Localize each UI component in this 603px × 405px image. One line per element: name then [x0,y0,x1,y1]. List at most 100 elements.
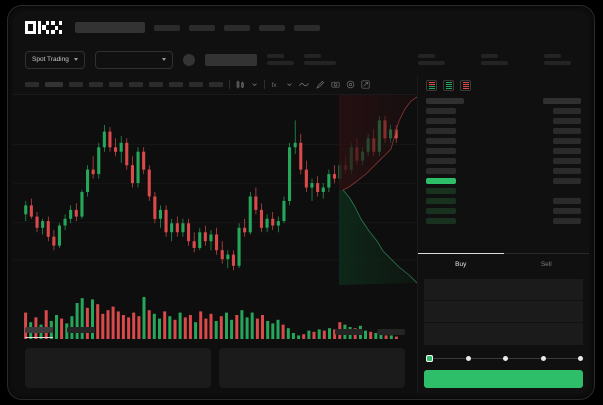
nav-link-more[interactable] [294,24,320,31]
orderbook-row-left[interactable] [426,198,456,204]
market-stat-4 [481,54,508,65]
orderbook-row-right[interactable] [553,158,581,164]
logo-glyph-k [38,21,49,34]
interval-button-more[interactable] [209,82,223,87]
interval-button-5m[interactable] [45,82,63,87]
chevron-down-icon[interactable] [286,81,293,88]
orderbook-mode-asks[interactable] [460,80,471,91]
orderbook-row-right[interactable] [543,98,581,104]
orderbook-row-left[interactable] [426,98,464,104]
indicators-icon[interactable]: fx [271,80,280,89]
interval-button-30m[interactable] [89,82,103,87]
slider-mark-75[interactable] [540,355,546,361]
candlestick-chart[interactable] [13,95,417,285]
tab-buy[interactable]: Buy [418,253,504,275]
orderbook-row-left[interactable] [426,158,456,164]
orderbook-row-right[interactable] [553,178,581,184]
orderbook-row-right[interactable] [553,168,581,174]
okx-trading-app: Spot Trading [13,11,589,394]
orderbook-row-left[interactable] [426,168,456,174]
orderbook-row-left[interactable] [426,148,456,154]
total-field[interactable] [424,323,583,345]
orderbook-row-right[interactable] [553,208,581,214]
orderbook-trade-rail: Buy Sell [418,75,589,394]
candlestick-icon[interactable] [236,80,245,89]
market-stat-value [481,61,508,65]
market-stat-value [418,61,445,65]
spot-trading-dropdown[interactable]: Spot Trading [25,50,85,69]
nav-link-derivatives[interactable] [224,24,250,31]
slider-mark-50[interactable] [503,355,508,361]
trade-order-form [424,279,583,345]
orderbook-row-left[interactable] [426,138,456,144]
interval-button-15m[interactable] [69,82,83,87]
interval-button-1w[interactable] [169,82,183,87]
amount-field[interactable] [424,301,583,323]
chevron-down-icon[interactable] [251,81,258,88]
bottom-tab-order-history[interactable] [67,326,95,338]
price-field[interactable] [424,279,583,301]
interval-button-1M[interactable] [189,82,203,87]
bottom-tab-open-orders[interactable] [25,326,53,338]
orderbook-row-right[interactable] [553,218,581,224]
orderbook-mode-bids[interactable] [443,80,454,91]
orderbook-row-left[interactable] [426,188,456,194]
orderbook-row-left[interactable] [426,218,456,224]
bottom-tab-label [67,326,95,333]
orderbook-row-right[interactable] [553,118,581,124]
fullscreen-icon[interactable] [361,80,370,89]
logo-glyph-x [51,21,62,34]
slider-handle[interactable] [426,354,433,362]
nav-link-earn[interactable] [259,24,285,31]
orderbook-row-right[interactable] [553,148,581,154]
bottom-action-cancel-all[interactable] [377,329,405,335]
interval-button-1h[interactable] [109,82,123,87]
buy-submit-button[interactable] [424,370,583,388]
orderbook-row-right[interactable] [553,198,581,204]
camera-icon[interactable] [331,80,340,89]
orderbook-row-right[interactable] [553,188,581,194]
orderbook-row-left[interactable] [426,178,456,184]
orderbook-row-left[interactable] [426,208,456,214]
market-stat-label [266,54,284,58]
nav-link-markets[interactable] [154,24,180,31]
orderbook-row-right[interactable] [553,128,581,134]
trading-pair-select[interactable] [94,50,173,69]
tab-sell[interactable]: Sell [540,261,552,268]
slider-mark-100[interactable] [578,355,583,361]
orderbook-column-right[interactable] [507,98,581,224]
panel-divider [417,75,418,394]
line-wave-icon[interactable] [299,80,310,89]
orderbook-row-left[interactable] [426,118,456,124]
price-chart-pane[interactable] [13,95,417,394]
market-stat-value [303,61,336,65]
bottom-panel-right[interactable] [219,348,405,388]
toolbar-divider [264,80,265,89]
chart-toolbar: fx [13,75,417,95]
amount-slider[interactable] [426,353,583,363]
okx-logo[interactable] [25,21,62,34]
market-stat-2 [303,54,336,65]
bottom-tab-label [25,326,53,333]
bottom-panel-left[interactable] [25,348,211,388]
nav-link-trade[interactable] [189,24,215,31]
pencil-icon[interactable] [316,80,325,89]
slider-mark-25[interactable] [465,355,471,361]
bottom-action-hide-other-pairs[interactable] [335,329,363,335]
search-input[interactable] [75,22,145,33]
top-navigation-bar [13,11,589,44]
market-header-bar: Spot Trading [13,44,589,75]
orderbook-row-right[interactable] [553,108,581,114]
orderbook-mode-both[interactable] [426,80,437,91]
settings-icon[interactable] [346,80,355,89]
orderbook-row-right[interactable] [553,138,581,144]
orderbook-column-left[interactable] [426,98,501,224]
orderbook-row-left[interactable] [426,108,456,114]
interval-button-1m[interactable] [25,82,39,87]
interval-button-4h[interactable] [129,82,143,87]
interval-button-1d[interactable] [149,82,163,87]
market-stat-3 [418,54,445,65]
orderbook-mode-switcher [418,75,589,95]
toolbar-divider [229,80,230,89]
orderbook-row-left[interactable] [426,128,456,134]
